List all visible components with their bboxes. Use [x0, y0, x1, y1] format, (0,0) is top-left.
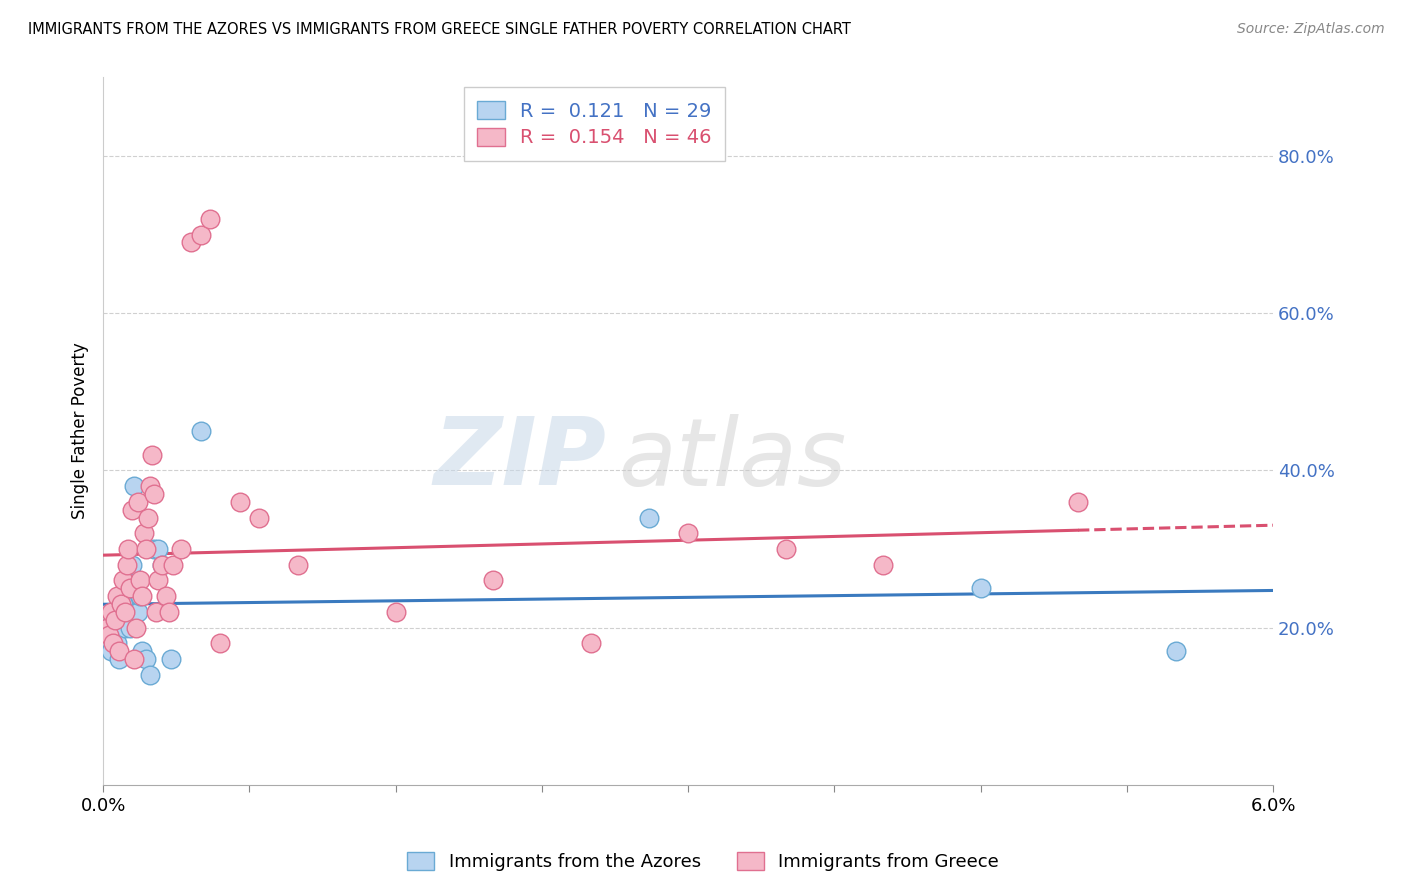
Point	[104, 613, 127, 627]
Point	[114, 605, 136, 619]
Point	[200, 211, 222, 226]
Point	[190, 424, 212, 438]
Point	[157, 605, 180, 619]
Point	[132, 526, 155, 541]
Point	[170, 541, 193, 556]
Point	[579, 636, 602, 650]
Text: atlas: atlas	[617, 414, 846, 505]
Text: ZIP: ZIP	[433, 413, 606, 506]
Point	[150, 558, 173, 572]
Point	[129, 589, 152, 603]
Point	[162, 558, 184, 572]
Point	[101, 636, 124, 650]
Point	[247, 510, 270, 524]
Point	[117, 541, 139, 556]
Point	[111, 574, 134, 588]
Point	[1067, 495, 1090, 509]
Point	[1164, 644, 1187, 658]
Point	[209, 636, 232, 650]
Point	[105, 589, 128, 603]
Point	[98, 628, 121, 642]
Point	[129, 574, 152, 588]
Point	[150, 558, 173, 572]
Point	[120, 582, 142, 596]
Point	[111, 597, 134, 611]
Point	[676, 526, 699, 541]
Point	[155, 589, 177, 603]
Text: Source: ZipAtlas.com: Source: ZipAtlas.com	[1237, 22, 1385, 37]
Point	[125, 621, 148, 635]
Point	[139, 667, 162, 681]
Point	[136, 510, 159, 524]
Point	[145, 605, 167, 619]
Point	[287, 558, 309, 572]
Point	[127, 495, 149, 509]
Point	[384, 605, 406, 619]
Point	[110, 597, 132, 611]
Legend: R =  0.121   N = 29, R =  0.154   N = 46: R = 0.121 N = 29, R = 0.154 N = 46	[464, 87, 725, 161]
Point	[969, 582, 991, 596]
Point	[638, 510, 661, 524]
Point	[107, 652, 129, 666]
Point	[872, 558, 894, 572]
Point	[180, 235, 202, 250]
Point	[142, 541, 165, 556]
Point	[124, 479, 146, 493]
Y-axis label: Single Father Poverty: Single Father Poverty	[72, 343, 89, 519]
Point	[139, 479, 162, 493]
Point	[146, 541, 169, 556]
Point	[105, 636, 128, 650]
Point	[142, 487, 165, 501]
Point	[100, 644, 122, 658]
Point	[141, 448, 163, 462]
Point	[160, 652, 183, 666]
Point	[135, 541, 157, 556]
Point	[120, 621, 142, 635]
Point	[482, 574, 505, 588]
Point	[135, 652, 157, 666]
Point	[190, 227, 212, 242]
Point	[104, 605, 127, 619]
Point	[98, 636, 121, 650]
Point	[124, 652, 146, 666]
Point	[96, 621, 118, 635]
Point	[107, 644, 129, 658]
Point	[146, 574, 169, 588]
Point	[110, 613, 132, 627]
Point	[121, 502, 143, 516]
Point	[131, 589, 153, 603]
Point	[121, 558, 143, 572]
Point	[775, 541, 797, 556]
Point	[96, 621, 118, 635]
Point	[115, 574, 138, 588]
Point	[115, 558, 138, 572]
Point	[117, 582, 139, 596]
Point	[125, 605, 148, 619]
Point	[100, 605, 122, 619]
Point	[127, 605, 149, 619]
Text: IMMIGRANTS FROM THE AZORES VS IMMIGRANTS FROM GREECE SINGLE FATHER POVERTY CORRE: IMMIGRANTS FROM THE AZORES VS IMMIGRANTS…	[28, 22, 851, 37]
Point	[101, 628, 124, 642]
Point	[131, 644, 153, 658]
Legend: Immigrants from the Azores, Immigrants from Greece: Immigrants from the Azores, Immigrants f…	[399, 846, 1007, 879]
Point	[114, 621, 136, 635]
Point	[228, 495, 250, 509]
